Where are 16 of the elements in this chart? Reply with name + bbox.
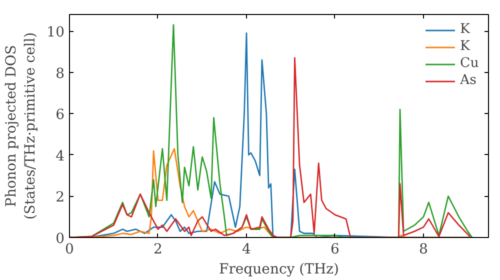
y-tick-label: 10 <box>46 24 65 41</box>
legend-label: As <box>460 73 478 88</box>
x-axis-title: Frequency (THz) <box>218 262 340 278</box>
x-tick-label: 6 <box>330 242 340 258</box>
legend-label: Cu <box>460 56 480 71</box>
y-tick-label: 8 <box>56 66 65 82</box>
y-tick-label: 6 <box>56 107 65 124</box>
legend-label: K <box>460 22 472 37</box>
y-tick-label: 4 <box>56 148 65 164</box>
x-tick-label: 8 <box>419 242 428 258</box>
y-tick-label: 0 <box>56 231 65 247</box>
x-tick-label: 4 <box>242 242 252 258</box>
legend-label: K <box>460 39 472 54</box>
y-tick-label: 2 <box>56 190 65 206</box>
x-tick-label: 2 <box>154 242 162 258</box>
y-axis-title: Phonon projected DOS (States/THz·primitive cell) <box>3 32 39 220</box>
